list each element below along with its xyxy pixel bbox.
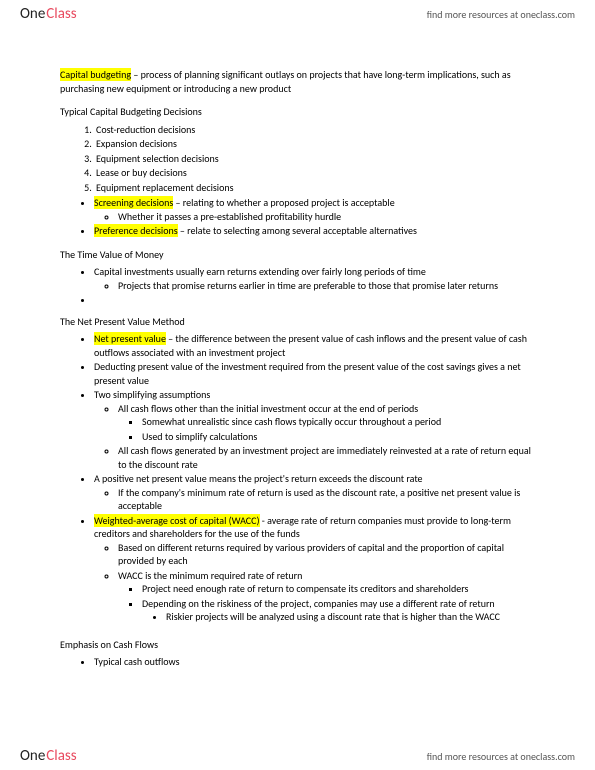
list-item: Equipment selection decisions bbox=[94, 152, 535, 166]
list-item: Somewhat unrealistic since cash flows ty… bbox=[142, 415, 535, 429]
brand-logo: One Class bbox=[20, 5, 77, 23]
decision-bullets: Screening decisions – relating to whethe… bbox=[60, 196, 535, 238]
decision-list: Cost-reduction decisions Expansion decis… bbox=[60, 123, 535, 195]
list-item: All cash flows generated by an investmen… bbox=[118, 444, 535, 471]
logo-text-class: Class bbox=[46, 747, 76, 765]
list-item: Lease or buy decisions bbox=[94, 166, 535, 180]
list-item: Expansion decisions bbox=[94, 137, 535, 151]
list-item: A positive net present value means the p… bbox=[94, 472, 535, 513]
term-capital-budgeting: Capital budgeting bbox=[60, 68, 131, 81]
term-npv: Net present value bbox=[94, 332, 166, 345]
section-title-tvm: The Time Value of Money bbox=[60, 248, 535, 262]
text: All cash flows other than the initial in… bbox=[118, 402, 418, 415]
list-item: Projects that promise returns earlier in… bbox=[118, 279, 535, 293]
list-item: Deducting present value of the investmen… bbox=[94, 360, 535, 387]
section-title-cashflows: Emphasis on Cash Flows bbox=[60, 638, 535, 652]
text: Capital investments usually earn returns… bbox=[94, 265, 426, 278]
text: WACC is the minimum required rate of ret… bbox=[118, 569, 302, 582]
list-item: Cost-reduction decisions bbox=[94, 123, 535, 137]
text: – relating to whether a proposed project… bbox=[173, 196, 394, 209]
logo-text-one: One bbox=[20, 5, 45, 23]
list-item: Screening decisions – relating to whethe… bbox=[94, 196, 535, 223]
brand-logo-footer: One Class bbox=[20, 747, 77, 765]
term-wacc: Weighted-average cost of capital (WACC) bbox=[94, 514, 260, 527]
text: – relate to selecting among several acce… bbox=[178, 224, 417, 237]
document-body: Capital budgeting – process of planning … bbox=[0, 28, 595, 700]
section-title-typical: Typical Capital Budgeting Decisions bbox=[60, 105, 535, 119]
list-item: Weighted-average cost of capital (WACC) … bbox=[94, 514, 535, 624]
list-item: Based on different returns required by v… bbox=[118, 541, 535, 568]
logo-text-class: Class bbox=[46, 5, 76, 23]
list-item: Two simplifying assumptions All cash flo… bbox=[94, 388, 535, 471]
list-item: Depending on the riskiness of the projec… bbox=[142, 597, 535, 624]
page-header: One Class find more resources at oneclas… bbox=[0, 0, 595, 28]
list-item: Net present value – the difference betwe… bbox=[94, 332, 535, 359]
header-tagline: find more resources at oneclass.com bbox=[427, 8, 575, 21]
empty-bullet bbox=[94, 293, 535, 307]
list-item: WACC is the minimum required rate of ret… bbox=[118, 569, 535, 624]
text: Depending on the riskiness of the projec… bbox=[142, 597, 495, 610]
list-item: Project need enough rate of return to co… bbox=[142, 582, 535, 596]
section-title-npv: The Net Present Value Method bbox=[60, 315, 535, 329]
list-item: All cash flows other than the initial in… bbox=[118, 402, 535, 444]
list-item: Typical cash outflows bbox=[94, 655, 535, 669]
cashflow-list: Typical cash outflows bbox=[60, 655, 535, 669]
page-footer: One Class find more resources at oneclas… bbox=[0, 742, 595, 770]
term-preference: Preference decisions bbox=[94, 224, 178, 237]
list-item: Used to simplify calculations bbox=[142, 430, 535, 444]
list-item: Whether it passes a pre-established prof… bbox=[118, 210, 535, 224]
logo-text-one: One bbox=[20, 747, 45, 765]
tvm-list: Capital investments usually earn returns… bbox=[60, 265, 535, 307]
text: Two simplifying assumptions bbox=[94, 388, 210, 401]
list-item: Preference decisions – relate to selecti… bbox=[94, 224, 535, 238]
term-screening: Screening decisions bbox=[94, 196, 173, 209]
list-item: Equipment replacement decisions bbox=[94, 181, 535, 195]
npv-list: Net present value – the difference betwe… bbox=[60, 332, 535, 624]
footer-tagline: find more resources at oneclass.com bbox=[427, 750, 575, 763]
text: A positive net present value means the p… bbox=[94, 472, 423, 485]
intro-paragraph: Capital budgeting – process of planning … bbox=[60, 68, 535, 95]
list-item: Riskier projects will be analyzed using … bbox=[166, 610, 535, 624]
list-item: If the company's minimum rate of return … bbox=[118, 486, 535, 513]
list-item: Capital investments usually earn returns… bbox=[94, 265, 535, 292]
